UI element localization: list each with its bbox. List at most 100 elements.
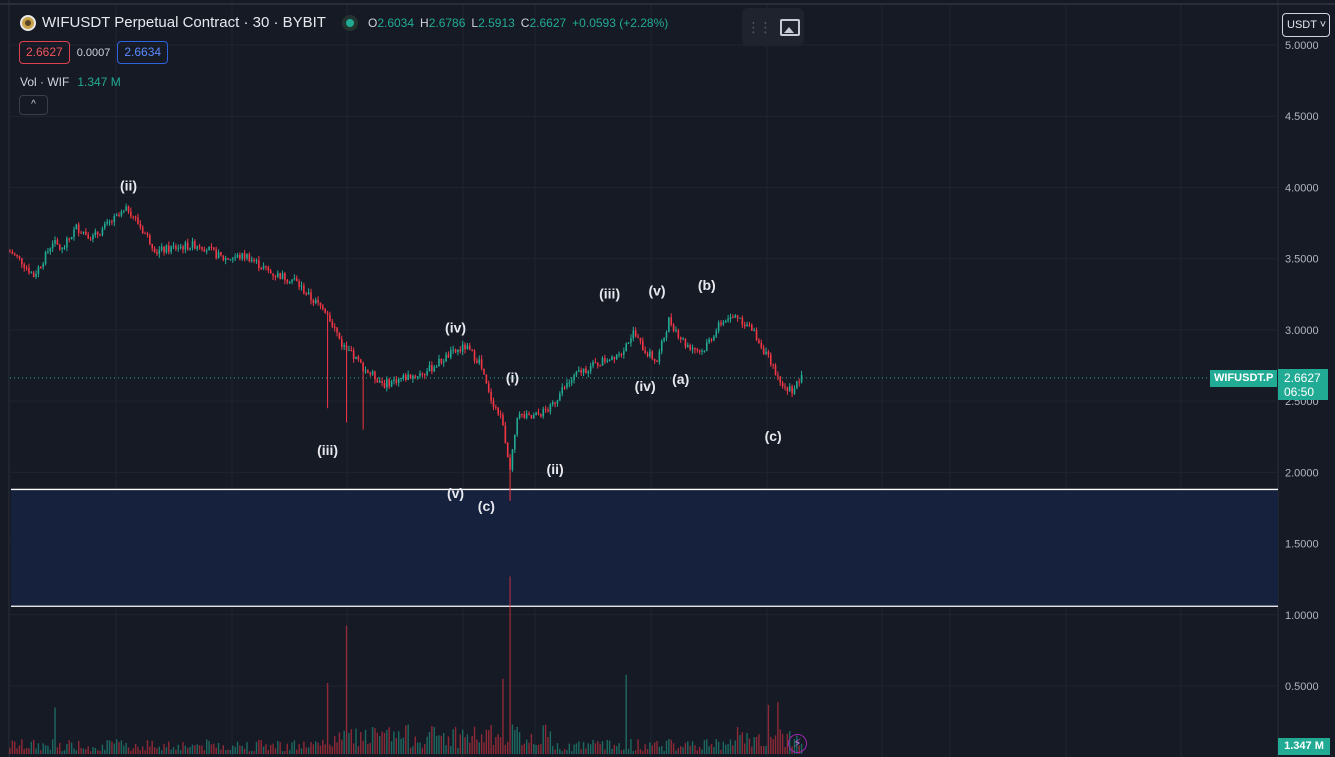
volume-bar: [232, 745, 234, 754]
volume-bar: [637, 739, 639, 754]
volume-bar: [544, 724, 547, 754]
volume-bar: [379, 735, 381, 754]
candle-body: [303, 285, 305, 294]
bolt-icon[interactable]: ⚡: [788, 734, 807, 753]
volume-bar: [118, 742, 120, 754]
volume-bar: [689, 745, 691, 754]
volume-bar: [438, 735, 440, 754]
currency-selector[interactable]: USDT ˅: [1282, 13, 1330, 37]
volume-bar: [464, 737, 466, 754]
volume-bar: [563, 748, 566, 754]
volume-scale-label: 1.347 M: [1278, 738, 1330, 755]
candle-body: [248, 253, 251, 262]
volume-bar: [265, 744, 267, 754]
candle-body: [592, 362, 594, 366]
candle-body: [791, 386, 793, 394]
candle-body: [220, 251, 222, 256]
candle-body: [722, 322, 725, 325]
volume-bar: [255, 741, 258, 754]
volume-bar: [47, 745, 49, 754]
volume-bar: [120, 740, 123, 754]
candle-body: [75, 224, 78, 230]
volume-bar: [466, 734, 469, 754]
candle-body: [30, 272, 33, 274]
volume-bar: [89, 751, 92, 754]
candle-body: [134, 216, 137, 218]
volume-bar: [777, 702, 779, 754]
volume-bar: [639, 749, 642, 754]
volume-bar: [362, 740, 364, 754]
volume-bar: [575, 743, 578, 754]
volume-bar: [592, 739, 594, 754]
candle-body: [70, 236, 73, 239]
candle-body: [378, 381, 381, 383]
volume-bar: [589, 744, 592, 754]
buy-button[interactable]: 2.6634: [117, 41, 169, 64]
volume-bar: [61, 751, 63, 754]
volume-bar: [542, 725, 544, 754]
candle-body: [423, 374, 426, 376]
volume-bar: [305, 747, 307, 754]
candle-body: [627, 342, 630, 344]
symbol-title[interactable]: WIFUSDT Perpetual Contract · 30 · BYBIT: [42, 14, 326, 31]
candle-body: [383, 382, 386, 388]
candle-body: [506, 442, 509, 458]
candle-body: [788, 386, 791, 392]
candle-body: [426, 371, 428, 376]
candle-body: [348, 350, 350, 352]
volume-bar: [352, 743, 355, 754]
volume-bar: [511, 724, 514, 754]
candle-body: [651, 351, 654, 359]
volume-bar: [409, 747, 412, 754]
volume-bar: [206, 739, 208, 754]
candle-body: [395, 379, 398, 384]
candle-body: [428, 365, 431, 372]
volume-bar: [784, 747, 786, 754]
volume-bar: [646, 748, 649, 754]
candle-body: [637, 336, 639, 338]
sell-button[interactable]: 2.6627: [19, 41, 70, 64]
candle-body: [658, 351, 661, 362]
volume-bar: [144, 750, 146, 754]
candle-body: [727, 318, 729, 321]
drag-handle-icon[interactable]: ⋮⋮: [746, 18, 773, 35]
candle-body: [492, 400, 495, 407]
candle-body: [509, 457, 511, 470]
volume-bar: [691, 741, 694, 754]
volume-bar: [310, 741, 312, 754]
volume-bar: [369, 742, 371, 754]
volume-bar: [476, 739, 478, 754]
candle-body: [132, 216, 135, 218]
volume-bar: [533, 744, 535, 754]
candle-body: [291, 279, 293, 282]
volume-bar: [547, 737, 549, 754]
candle-body: [58, 244, 61, 250]
volume-value: 1.347 M: [77, 75, 121, 89]
candle-body: [793, 388, 796, 394]
volume-bar: [767, 704, 770, 754]
candle-body: [566, 383, 568, 388]
candle-body: [679, 337, 682, 340]
volume-bar: [400, 738, 402, 754]
price-tick-label: 5.0000: [1285, 40, 1319, 52]
candle-body: [42, 263, 44, 267]
image-icon[interactable]: [779, 18, 800, 36]
volume-legend[interactable]: Vol · WIF 1.347 M: [20, 75, 121, 89]
collapse-legend-button[interactable]: ^: [19, 95, 48, 115]
candle-body: [357, 356, 360, 360]
volume-bar: [229, 750, 232, 754]
candle-body: [511, 449, 514, 470]
volume-bar: [461, 729, 464, 754]
volume-bar: [383, 732, 386, 754]
candle-body: [746, 324, 748, 327]
volume-bar: [16, 748, 18, 754]
volume-bar: [388, 727, 390, 754]
candle-body: [77, 224, 80, 233]
candle-body: [160, 246, 163, 250]
candle-body: [393, 379, 395, 381]
market-status-icon[interactable]: [341, 14, 358, 31]
candle-body: [589, 365, 592, 372]
candle-body: [487, 383, 490, 392]
volume-bar: [471, 735, 473, 754]
